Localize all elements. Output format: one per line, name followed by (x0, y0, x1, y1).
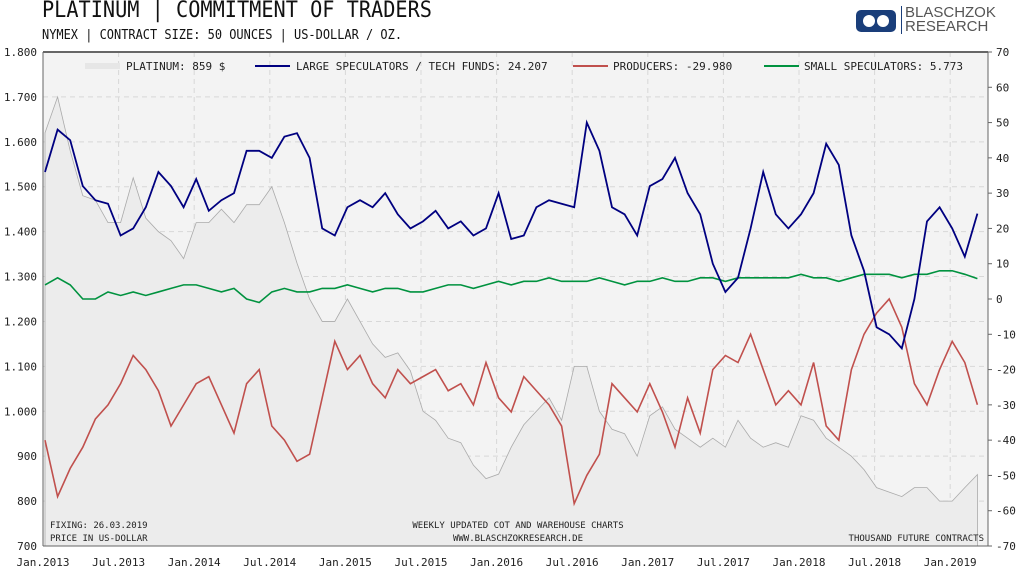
legend-small: SMALL SPECULATORS: 5.773 (804, 60, 963, 73)
price-note: PRICE IN US-DOLLAR (50, 534, 148, 544)
units-note: THOUSAND FUTURE CONTRACTS (849, 534, 984, 544)
x-tick-label: Jul.2017 (697, 556, 750, 569)
legend-platinum: PLATINUM: 859 $ (126, 60, 225, 73)
x-tick-label: Jan.2013 (17, 556, 70, 569)
right-tick-label: 50 (996, 117, 1009, 130)
right-tick-label: 0 (996, 293, 1003, 306)
fixing-date: FIXING: 26.03.2019 (50, 521, 148, 531)
left-tick-label: 800 (17, 495, 37, 508)
logo: BLASCHZOK RESEARCH (855, 5, 996, 34)
right-tick-label: 40 (996, 152, 1009, 165)
website: WWW.BLASCHZOKRESEARCH.DE (453, 534, 583, 544)
x-tick-label: Jan.2019 (924, 556, 977, 569)
left-tick-label: 1.400 (4, 226, 37, 239)
right-tick-label: 10 (996, 258, 1009, 271)
left-tick-label: 1.600 (4, 136, 37, 149)
chart-subtitle: NYMEX | CONTRACT SIZE: 50 OUNCES | US-DO… (42, 28, 403, 43)
x-tick-label: Jul.2015 (395, 556, 448, 569)
legend-swatch-platinum (85, 63, 120, 69)
left-tick-label: 1.100 (4, 360, 37, 373)
logo-emblem-icon (856, 10, 896, 32)
x-tick-label: Jan.2015 (319, 556, 372, 569)
x-tick-label: Jan.2014 (168, 556, 221, 569)
left-tick-label: 1.800 (4, 46, 37, 59)
legend-producers: PRODUCERS: -29.980 (613, 60, 732, 73)
right-tick-label: -50 (996, 469, 1016, 482)
x-tick-label: Jul.2014 (243, 556, 296, 569)
left-tick-label: 1.500 (4, 181, 37, 194)
x-tick-label: Jul.2016 (546, 556, 599, 569)
right-tick-label: 30 (996, 187, 1009, 200)
right-tick-label: 70 (996, 46, 1009, 59)
legend: PLATINUM: 859 $ LARGE SPECULATORS / TECH… (85, 60, 963, 73)
right-tick-label: -30 (996, 399, 1016, 412)
large-speculators-line (44, 119, 979, 351)
right-tick-label: -60 (996, 505, 1016, 518)
producers-line (44, 297, 979, 507)
right-tick-label: -40 (996, 434, 1016, 447)
x-tick-label: Jan.2018 (773, 556, 826, 569)
x-tick-label: Jul.2013 (92, 556, 145, 569)
x-tick-label: Jul.2018 (848, 556, 901, 569)
update-note: WEEKLY UPDATED COT AND WAREHOUSE CHARTS (412, 521, 623, 531)
small-speculators-line (44, 269, 978, 304)
left-tick-label: 700 (17, 540, 37, 553)
left-tick-label: 1.700 (4, 91, 37, 104)
right-tick-label: -70 (996, 540, 1016, 553)
right-tick-label: 20 (996, 222, 1009, 235)
x-tick-label: Jan.2017 (621, 556, 674, 569)
chart-title: PLATINUM | COMMITMENT OF TRADERS (42, 0, 432, 23)
logo-text: BLASCHZOK RESEARCH (901, 5, 996, 34)
right-tick-label: -10 (996, 328, 1016, 341)
x-tick-label: Jan.2016 (470, 556, 523, 569)
right-tick-label: 60 (996, 81, 1009, 94)
right-tick-label: -20 (996, 364, 1016, 377)
left-tick-label: 1.200 (4, 315, 37, 328)
left-tick-label: 1.300 (4, 271, 37, 284)
left-tick-label: 900 (17, 450, 37, 463)
legend-large: LARGE SPECULATORS / TECH FUNDS: 24.207 (296, 60, 548, 73)
left-tick-label: 1.000 (4, 405, 37, 418)
